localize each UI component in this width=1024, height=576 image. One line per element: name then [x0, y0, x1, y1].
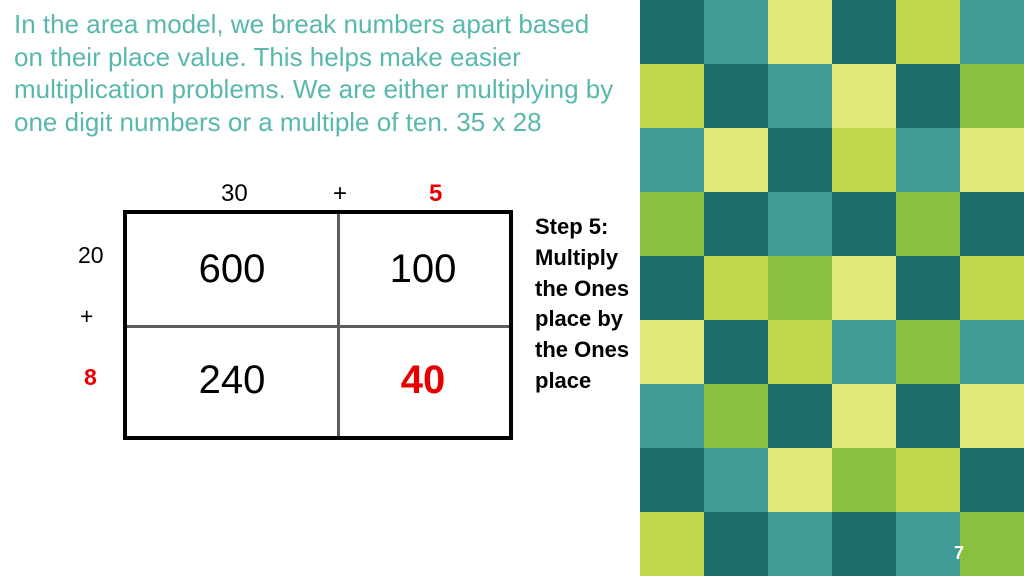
pattern-square	[832, 512, 896, 576]
pattern-square	[896, 512, 960, 576]
pattern-square	[704, 320, 768, 384]
pattern-square	[896, 448, 960, 512]
pattern-square	[704, 64, 768, 128]
left-label-8: 8	[84, 366, 104, 389]
decorative-pattern	[640, 0, 1024, 576]
cell-600: 600	[127, 214, 337, 325]
pattern-square	[640, 64, 704, 128]
grid-box: 600 100 240 40	[123, 210, 513, 440]
pattern-square	[704, 128, 768, 192]
pattern-square	[832, 256, 896, 320]
pattern-square	[704, 192, 768, 256]
pattern-square	[960, 256, 1024, 320]
pattern-square	[640, 0, 704, 64]
pattern-square	[960, 384, 1024, 448]
pattern-square	[704, 384, 768, 448]
pattern-square	[832, 64, 896, 128]
pattern-square	[896, 384, 960, 448]
pattern-square	[832, 320, 896, 384]
pattern-square	[768, 384, 832, 448]
intro-text: In the area model, we break numbers apar…	[14, 8, 621, 138]
pattern-square	[896, 192, 960, 256]
pattern-square	[832, 448, 896, 512]
top-label-5: 5	[429, 180, 442, 208]
pattern-square	[960, 128, 1024, 192]
top-label-plus: +	[333, 180, 347, 208]
pattern-square	[960, 512, 1024, 576]
pattern-square	[768, 320, 832, 384]
pattern-square	[896, 256, 960, 320]
pattern-square	[640, 320, 704, 384]
pattern-square	[896, 320, 960, 384]
pattern-square	[640, 512, 704, 576]
pattern-square	[960, 448, 1024, 512]
pattern-square	[768, 448, 832, 512]
pattern-square	[896, 64, 960, 128]
pattern-square	[832, 192, 896, 256]
pattern-square	[640, 256, 704, 320]
pattern-square	[832, 384, 896, 448]
pattern-square	[768, 128, 832, 192]
pattern-square	[704, 256, 768, 320]
pattern-square	[960, 0, 1024, 64]
left-labels: 20 + 8	[78, 244, 104, 389]
pattern-square	[768, 192, 832, 256]
step-text: Step 5: Multiply the Ones place by the O…	[535, 212, 630, 397]
pattern-square	[640, 448, 704, 512]
top-label-30: 30	[221, 180, 248, 208]
pattern-square	[768, 512, 832, 576]
pattern-square	[896, 0, 960, 64]
pattern-square	[640, 384, 704, 448]
page-number: 7	[954, 543, 964, 564]
pattern-square	[640, 192, 704, 256]
pattern-square	[960, 64, 1024, 128]
pattern-square	[704, 512, 768, 576]
cell-100: 100	[337, 214, 509, 325]
pattern-square	[768, 256, 832, 320]
pattern-square	[768, 64, 832, 128]
pattern-square	[704, 448, 768, 512]
left-label-20: 20	[78, 244, 104, 267]
pattern-square	[832, 0, 896, 64]
pattern-square	[704, 0, 768, 64]
pattern-square	[960, 320, 1024, 384]
pattern-square	[768, 0, 832, 64]
pattern-square	[832, 128, 896, 192]
pattern-square	[640, 128, 704, 192]
left-label-plus: +	[80, 305, 104, 328]
cell-240: 240	[127, 325, 337, 436]
top-labels: 30 + 5	[133, 180, 523, 210]
cell-40: 40	[337, 325, 509, 436]
pattern-square	[896, 128, 960, 192]
pattern-square	[960, 192, 1024, 256]
